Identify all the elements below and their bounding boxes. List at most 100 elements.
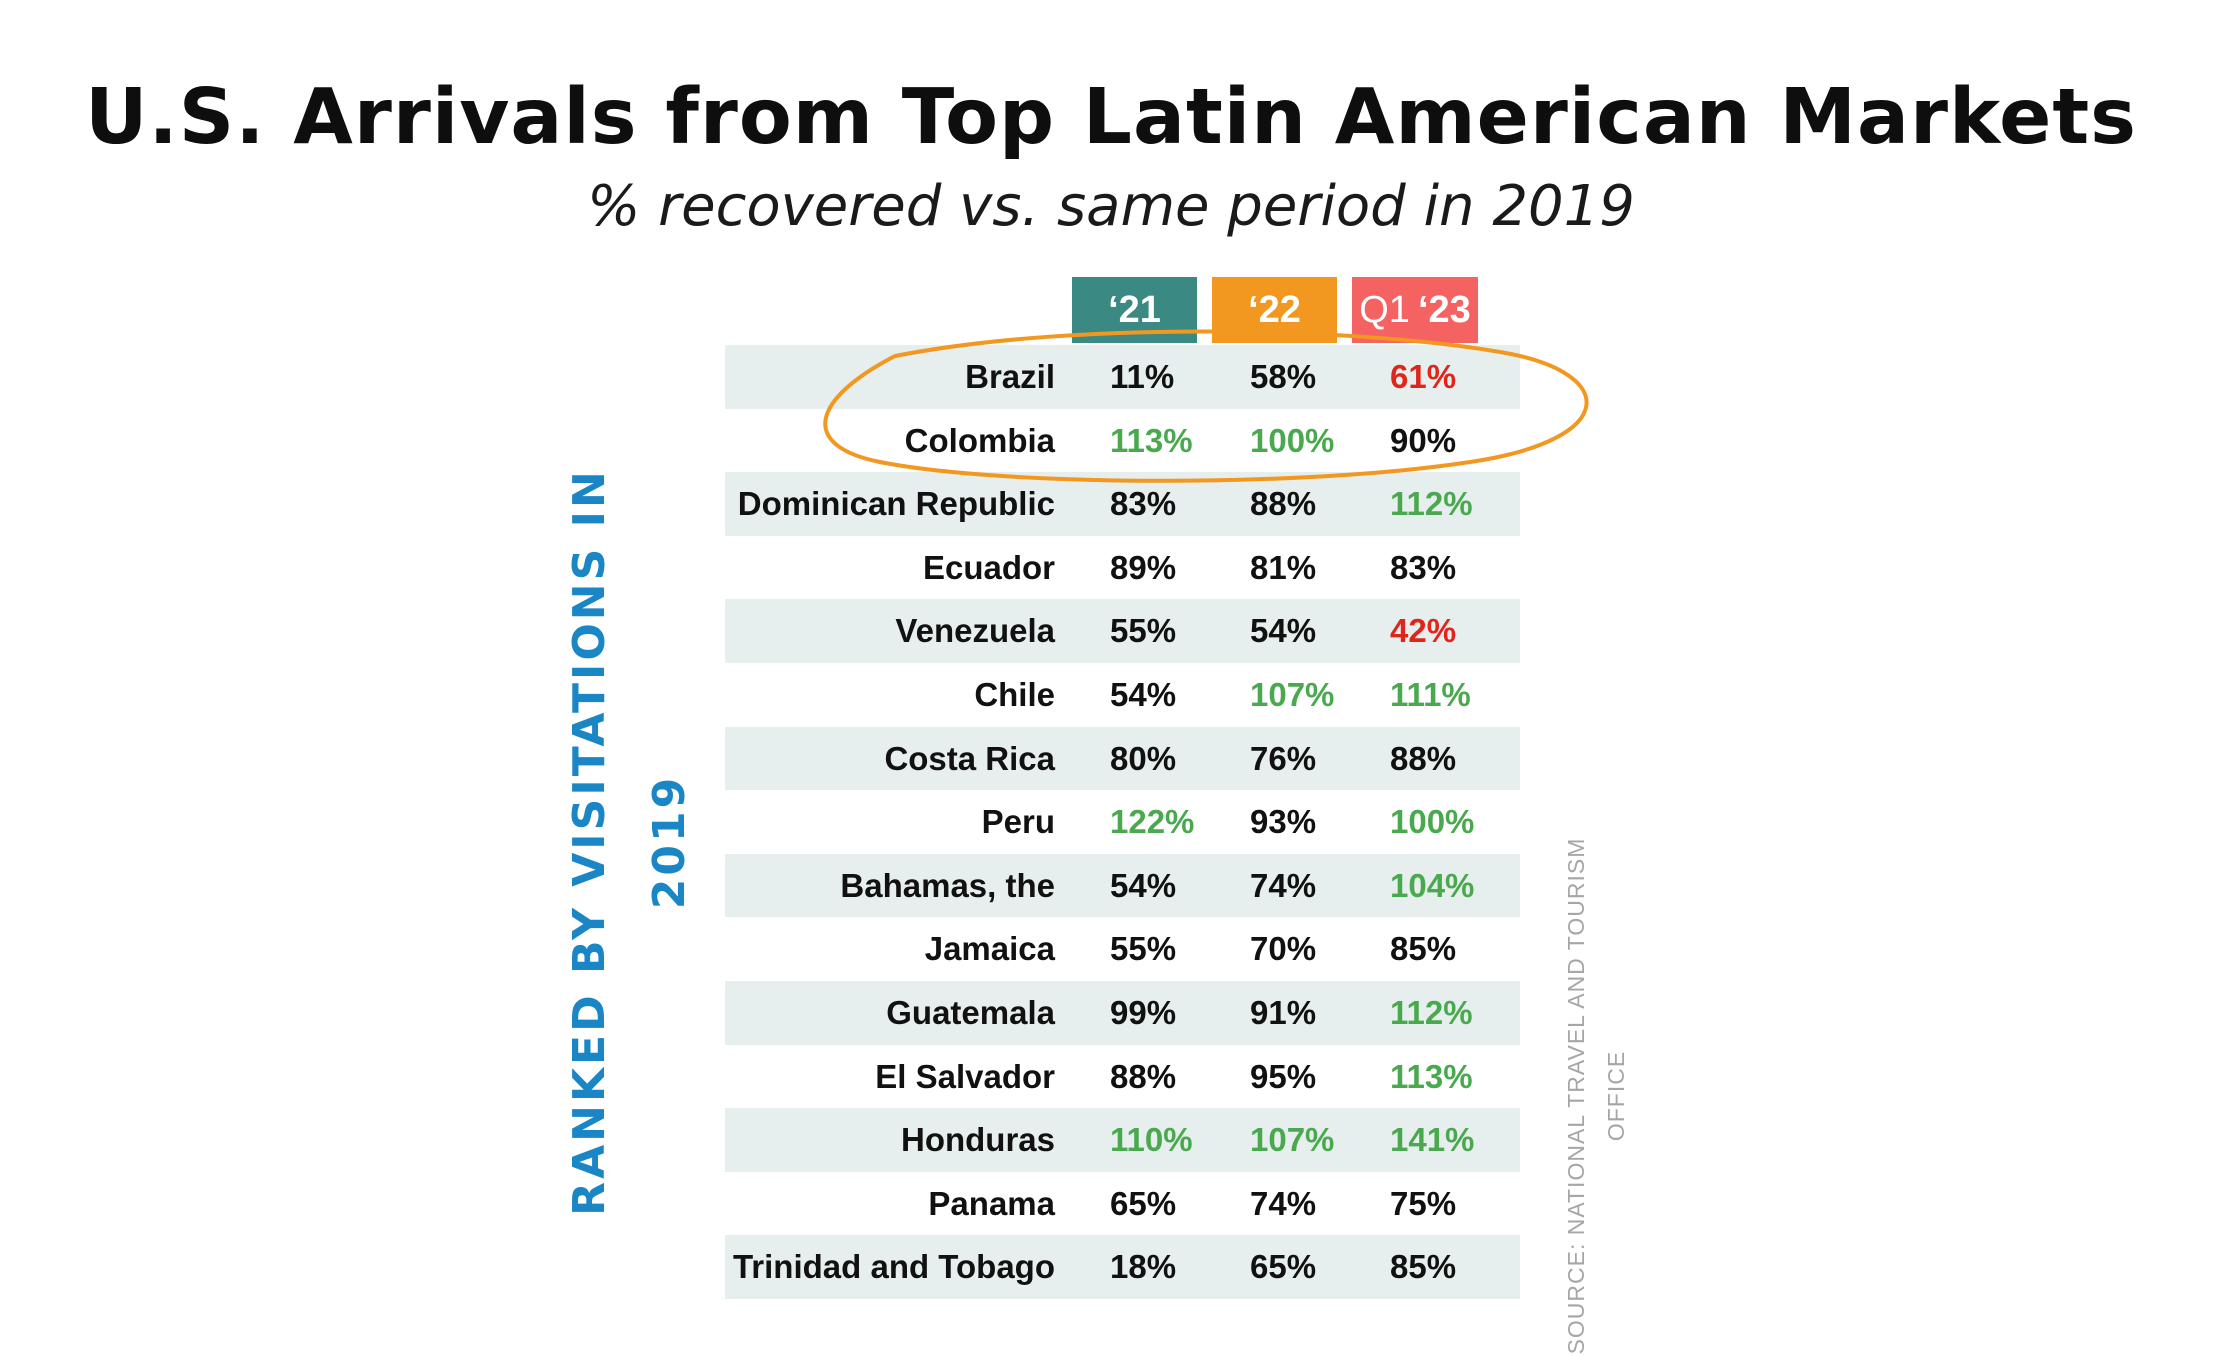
value-cell: 112% xyxy=(1390,485,1473,523)
value-cell: 65% xyxy=(1110,1184,1177,1222)
value-cell: 88% xyxy=(1110,1057,1177,1095)
value-cell: 61% xyxy=(1390,358,1457,395)
value-cell: 88% xyxy=(1390,739,1457,777)
column-header-22-label: ‘22 xyxy=(1248,288,1301,331)
country-label: Trinidad and Tobago xyxy=(725,1235,1055,1299)
table-row: Costa Rica 80% 76% 88% xyxy=(725,726,1520,791)
country-label: Bahamas, the xyxy=(725,854,1055,918)
chart-subtitle: % recovered vs. same period in 2019 xyxy=(587,174,1635,239)
value-cell: 83% xyxy=(1110,485,1177,523)
table-row: Trinidad and Tobago 18% 65% 85% xyxy=(725,1235,1520,1299)
value-cell: 55% xyxy=(1110,612,1177,650)
country-name: Panama xyxy=(928,1184,1055,1222)
country-name: El Salvador xyxy=(875,1057,1055,1095)
table-row: Dominican Republic 83% 88% 112% xyxy=(725,472,1520,536)
table-row: Panama 65% 74% 75% xyxy=(725,1172,1520,1236)
country-label: Peru xyxy=(725,790,1055,854)
country-name: Guatemala xyxy=(886,993,1055,1031)
country-label: Guatemala xyxy=(725,981,1055,1045)
country-name: Colombia xyxy=(904,421,1055,459)
value-cell: 54% xyxy=(1110,866,1177,904)
country-label: Ecuador xyxy=(725,536,1055,600)
value-cell: 70% xyxy=(1250,930,1317,968)
value-cell: 107% xyxy=(1250,1121,1335,1159)
value-cell: 112% xyxy=(1390,993,1473,1031)
country-name: Jamaica xyxy=(924,930,1055,968)
column-header-21: ‘21 xyxy=(1072,277,1197,343)
value-cell: 107% xyxy=(1250,675,1335,713)
value-cell: 54% xyxy=(1110,675,1177,713)
country-name: Chile xyxy=(974,675,1055,713)
value-cell: 65% xyxy=(1250,1248,1317,1286)
value-cell: 113% xyxy=(1110,421,1193,459)
column-header-q1-year: ‘23 xyxy=(1417,288,1471,331)
country-label: Costa Rica xyxy=(725,727,1055,791)
value-cell: 93% xyxy=(1250,803,1317,841)
value-cell: 80% xyxy=(1110,739,1177,777)
value-cell: 113% xyxy=(1390,1057,1473,1095)
value-cell: 58% xyxy=(1250,358,1317,395)
table-row: Guatemala 99% 91% 112% xyxy=(725,980,1520,1045)
value-cell: 76% xyxy=(1250,739,1317,777)
country-name: Dominican Republic xyxy=(737,485,1055,523)
country-name: Peru xyxy=(981,803,1055,841)
value-cell: 110% xyxy=(1110,1121,1193,1159)
value-cell: 42% xyxy=(1390,612,1457,650)
value-cell: 85% xyxy=(1390,930,1457,968)
country-label: Chile xyxy=(725,663,1055,727)
recovery-table: Brazil 11% 58% 61% Colombia 113% 100% 90% Domini… xyxy=(725,345,1520,1299)
country-label: Brazil xyxy=(725,345,1055,409)
table-row: Jamaica 55% 70% 85% xyxy=(725,917,1520,981)
value-cell: 141% xyxy=(1390,1121,1475,1159)
country-name: Trinidad and Tobago xyxy=(732,1248,1055,1286)
value-cell: 18% xyxy=(1110,1248,1177,1286)
table-row: Colombia 113% 100% 90% xyxy=(725,409,1520,473)
column-header-21-label: ‘21 xyxy=(1108,288,1161,331)
chart-title: U.S. Arrivals from Top Latin American Ma… xyxy=(84,73,2137,162)
value-cell: 83% xyxy=(1390,548,1457,586)
country-label: Venezuela xyxy=(725,599,1055,663)
table-row: Ecuador 89% 81% 83% xyxy=(725,536,1520,600)
country-label: Panama xyxy=(725,1172,1055,1236)
country-name: Honduras xyxy=(900,1121,1055,1159)
value-cell: 88% xyxy=(1250,485,1317,523)
value-cell: 11% xyxy=(1110,358,1175,395)
source-note: SOURCE: NATIONAL TRAVEL AND TOURISM OFFI… xyxy=(1563,837,1629,1355)
side-axis-label: RANKED BY VISITATIONS IN 2019 xyxy=(564,468,695,1216)
country-label: El Salvador xyxy=(725,1045,1055,1109)
column-header-q1-prefix: Q1 xyxy=(1359,288,1410,331)
table-row: Bahamas, the 54% 74% 104% xyxy=(725,853,1520,918)
country-label: Honduras xyxy=(725,1108,1055,1172)
table-row: El Salvador 88% 95% 113% xyxy=(725,1045,1520,1109)
value-cell: 74% xyxy=(1250,1184,1317,1222)
value-cell: 91% xyxy=(1250,993,1317,1031)
value-cell: 85% xyxy=(1390,1248,1457,1286)
value-cell: 100% xyxy=(1250,421,1335,459)
value-cell: 90% xyxy=(1390,421,1457,459)
value-cell: 55% xyxy=(1110,930,1177,968)
country-name: Venezuela xyxy=(895,612,1055,650)
country-label: Jamaica xyxy=(725,917,1055,981)
value-cell: 74% xyxy=(1250,866,1317,904)
value-cell: 100% xyxy=(1390,803,1475,841)
country-label: Dominican Republic xyxy=(725,472,1055,536)
country-name: Bahamas, the xyxy=(840,866,1055,904)
country-name: Costa Rica xyxy=(884,739,1055,777)
country-name: Brazil xyxy=(965,358,1055,395)
column-header-q1-23: Q1 ‘23 xyxy=(1352,277,1478,343)
column-header-22: ‘22 xyxy=(1212,277,1337,343)
value-cell: 75% xyxy=(1390,1184,1457,1222)
value-cell: 104% xyxy=(1390,866,1475,904)
value-cell: 89% xyxy=(1110,548,1177,586)
value-cell: 99% xyxy=(1110,993,1177,1031)
value-cell: 54% xyxy=(1250,612,1317,650)
table-row: Brazil 11% 58% 61% xyxy=(725,345,1520,409)
value-cell: 122% xyxy=(1110,803,1195,841)
country-name: Ecuador xyxy=(922,548,1055,586)
country-label: Colombia xyxy=(725,409,1055,473)
value-cell: 81% xyxy=(1250,548,1317,586)
table-row: Honduras 110% 107% 141% xyxy=(725,1108,1520,1172)
table-row: Peru 122% 93% 100% xyxy=(725,790,1520,854)
table-row: Chile 54% 107% 111% xyxy=(725,663,1520,727)
value-cell: 95% xyxy=(1250,1057,1317,1095)
